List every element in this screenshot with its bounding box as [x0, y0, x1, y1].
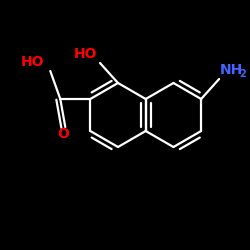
Text: NH: NH [220, 63, 244, 77]
Text: HO: HO [74, 47, 98, 61]
Text: HO: HO [20, 55, 44, 69]
Text: 2: 2 [239, 69, 246, 79]
Text: O: O [57, 127, 69, 141]
